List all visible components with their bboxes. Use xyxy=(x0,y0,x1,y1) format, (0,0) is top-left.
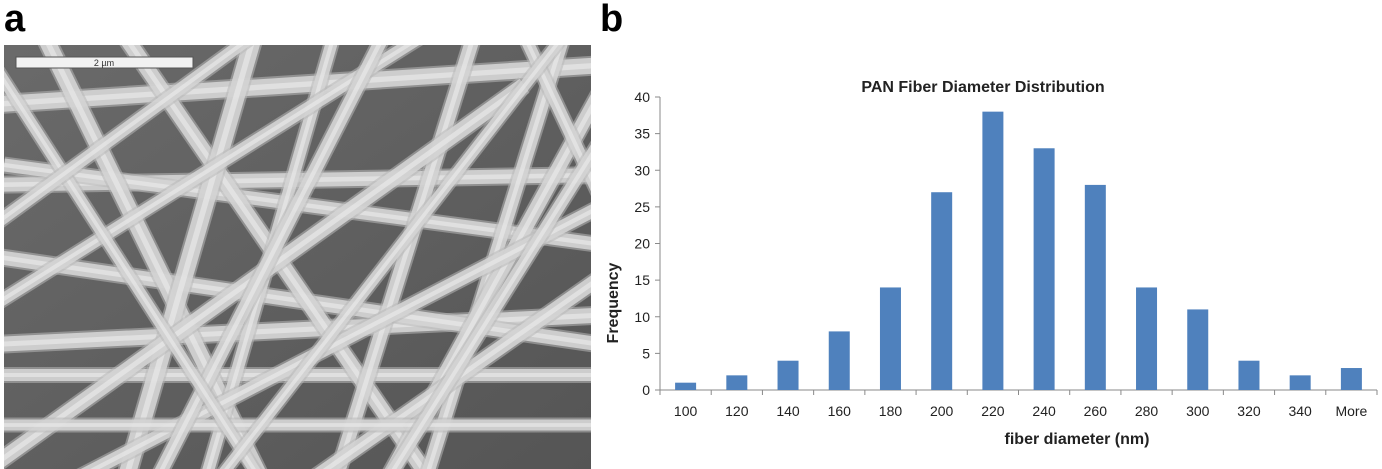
chart-title: PAN Fiber Diameter Distribution xyxy=(861,79,1104,96)
bar-200 xyxy=(931,192,953,390)
bar-160 xyxy=(828,331,850,390)
bar-120 xyxy=(726,375,748,390)
panel-label-a: a xyxy=(4,0,26,40)
bar-340 xyxy=(1289,375,1311,390)
y-tick-label: 30 xyxy=(634,162,650,178)
x-tick-label: 180 xyxy=(879,403,903,419)
y-tick-label: 10 xyxy=(634,309,650,325)
bar-More xyxy=(1340,368,1362,390)
x-tick-label: 140 xyxy=(776,403,800,419)
bar-240 xyxy=(1033,148,1055,390)
x-tick-label: 340 xyxy=(1288,403,1312,419)
y-tick-label: 5 xyxy=(642,345,650,361)
sem-micrograph: 2 µm xyxy=(4,45,591,469)
bar-100 xyxy=(675,382,697,390)
panel-label-b: b xyxy=(600,0,624,40)
scale-bar-label: 2 µm xyxy=(94,58,114,68)
y-axis: 0 5 10 15 20 25 30 35 40 xyxy=(634,89,661,398)
x-tick-label: 160 xyxy=(828,403,852,419)
fiber-network-image: 2 µm xyxy=(4,45,591,469)
scale-bar: 2 µm xyxy=(15,56,194,69)
bar-300 xyxy=(1187,309,1209,390)
x-tick-label: 300 xyxy=(1186,403,1210,419)
x-tick-label: 280 xyxy=(1135,403,1159,419)
bar-260 xyxy=(1084,184,1106,390)
x-axis-label: fiber diameter (nm) xyxy=(1005,431,1150,448)
y-tick-label: 20 xyxy=(634,236,650,252)
x-tick-label: 240 xyxy=(1032,403,1056,419)
bar-220 xyxy=(982,111,1004,391)
bar-280 xyxy=(1136,287,1158,390)
bar-180 xyxy=(879,287,901,390)
bar-140 xyxy=(777,360,799,390)
x-tick-label: More xyxy=(1335,403,1367,419)
y-tick-label: 15 xyxy=(634,272,650,288)
y-axis-label: Frequency xyxy=(605,262,622,343)
y-tick-label: 35 xyxy=(634,126,650,142)
x-tick-label: 220 xyxy=(981,403,1005,419)
x-tick-label: 320 xyxy=(1237,403,1261,419)
bar-320 xyxy=(1238,360,1260,390)
x-axis: 100 120 140 160 180 200 220 240 260 280 300 320 340 M… xyxy=(659,389,1378,419)
x-tick-label: 100 xyxy=(674,403,698,419)
x-tick-label: 120 xyxy=(725,403,749,419)
y-tick-label: 0 xyxy=(642,382,650,398)
y-tick-label: 40 xyxy=(634,89,650,105)
bar-series xyxy=(675,111,1362,391)
histogram-chart: PAN Fiber Diameter Distribution Frequenc… xyxy=(600,60,1382,469)
x-tick-label: 260 xyxy=(1084,403,1108,419)
x-tick-label: 200 xyxy=(930,403,954,419)
y-tick-label: 25 xyxy=(634,199,650,215)
